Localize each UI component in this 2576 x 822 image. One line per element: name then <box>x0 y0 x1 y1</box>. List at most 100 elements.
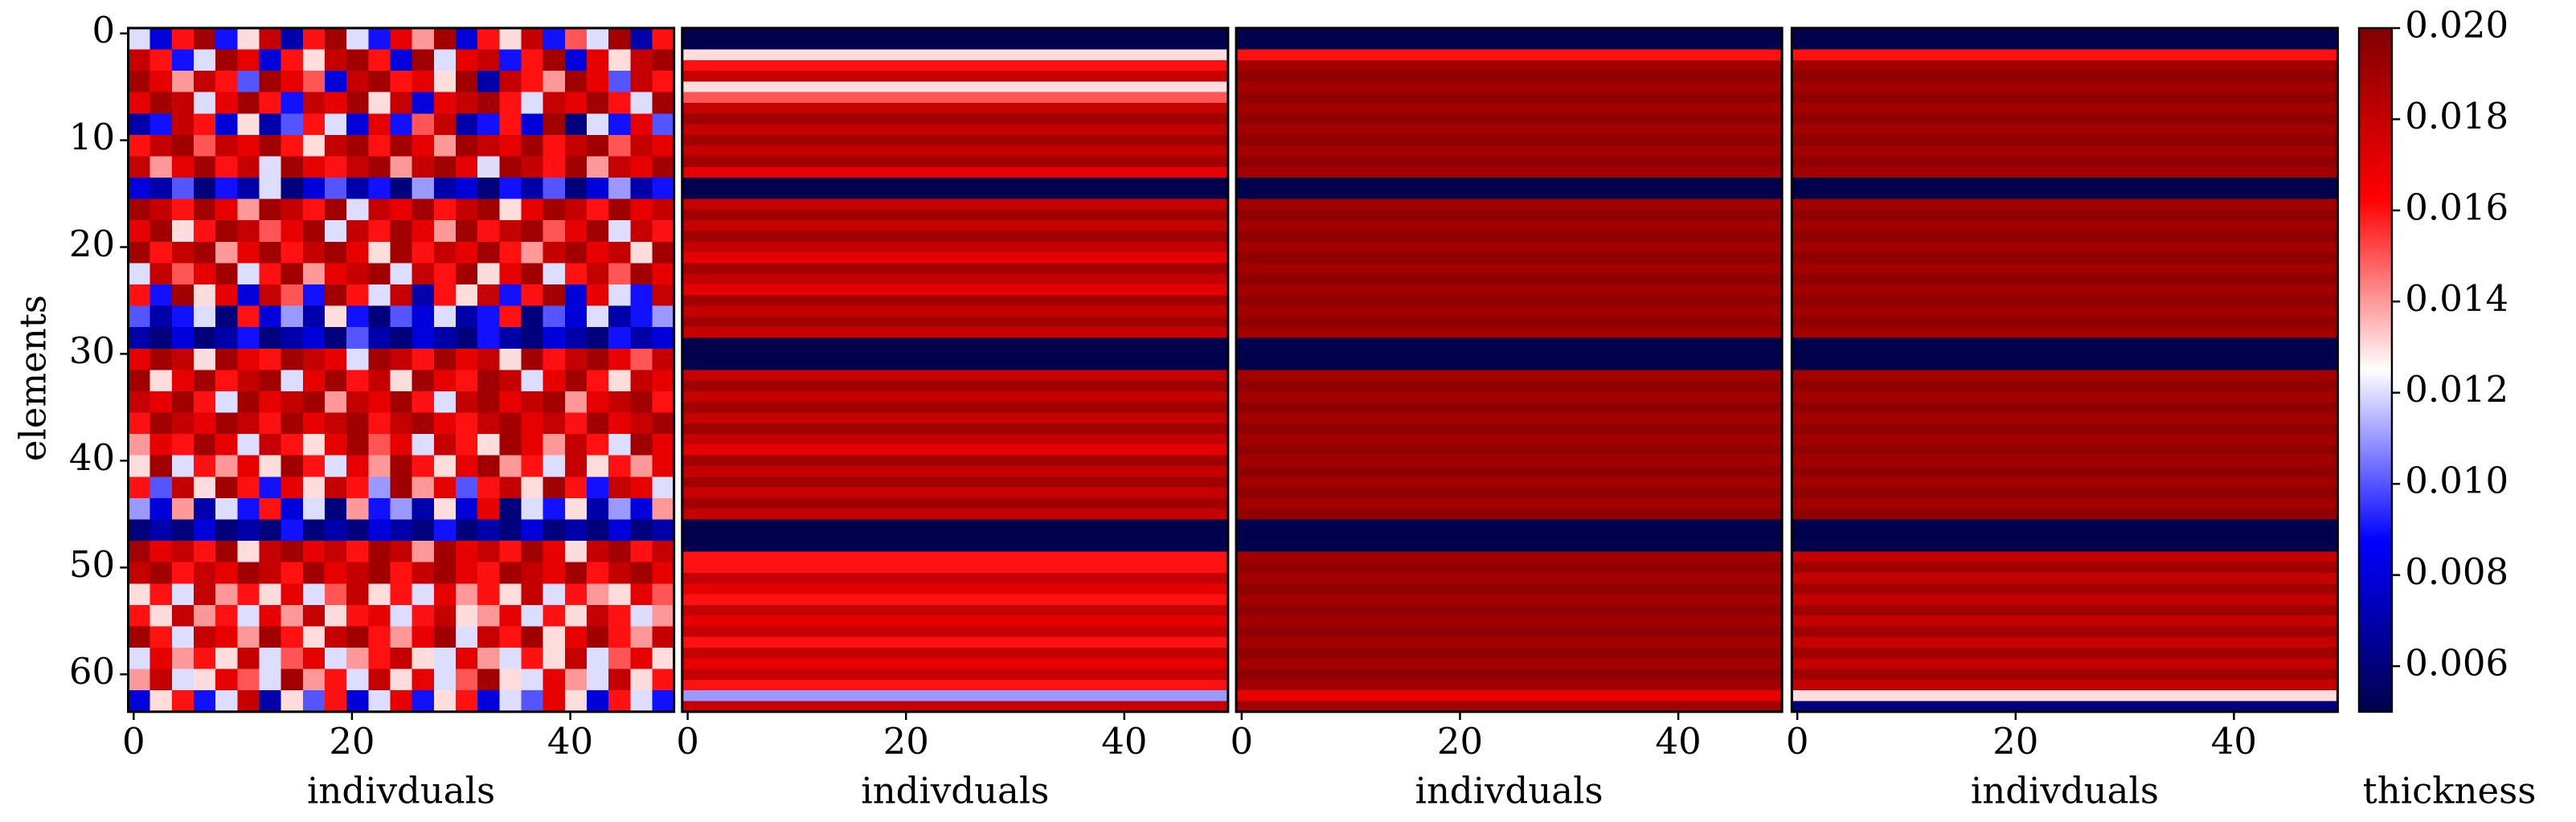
heatmap-cell <box>477 27 501 51</box>
heatmap-cell <box>368 690 391 713</box>
heatmap-cell <box>368 604 391 628</box>
heatmap-cell <box>237 27 260 51</box>
heatmap-cell <box>1236 231 1783 243</box>
heatmap-cell <box>608 604 632 628</box>
heatmap-cell <box>281 497 304 521</box>
heatmap-cell <box>324 198 347 222</box>
heatmap-cell <box>1792 178 2339 190</box>
heatmap-cell <box>682 380 1229 392</box>
heatmap-cell <box>586 626 609 648</box>
heatmap-cell <box>1792 27 2339 40</box>
heatmap-cell <box>564 455 588 478</box>
heatmap-cell <box>259 198 282 222</box>
heatmap-cell <box>259 497 282 521</box>
heatmap-cell <box>477 327 501 350</box>
heatmap-cell <box>412 476 435 499</box>
heatmap-cell <box>499 92 522 115</box>
heatmap-cell <box>499 583 522 606</box>
heatmap-cell <box>412 305 435 329</box>
heatmap-cell <box>302 391 326 414</box>
heatmap-cell <box>346 156 370 178</box>
heatmap-cell <box>302 455 326 478</box>
heatmap-cell <box>499 178 522 200</box>
heatmap-cell <box>477 348 501 371</box>
heatmap-cell <box>564 476 588 499</box>
heatmap-cell <box>194 434 216 456</box>
heatmap-cell <box>171 327 195 350</box>
heatmap-cell <box>237 412 260 435</box>
heatmap-cell <box>1236 594 1783 606</box>
heatmap-cell <box>368 263 391 285</box>
heatmap-cell <box>455 27 478 51</box>
heatmap-cell <box>652 519 675 542</box>
heatmap-cell <box>586 263 609 285</box>
heatmap-cell <box>171 669 195 692</box>
heatmap-cell <box>521 113 544 136</box>
heatmap-cell <box>455 71 478 93</box>
heatmap-cell <box>630 412 653 435</box>
heatmap-cell <box>171 220 195 243</box>
heatmap-cell <box>1236 124 1783 136</box>
heatmap-cell <box>499 669 522 692</box>
heatmap-cell <box>433 27 457 51</box>
heatmap-cell <box>433 134 457 157</box>
heatmap-cell <box>586 412 609 435</box>
heatmap-cell <box>1792 541 2339 553</box>
heatmap-cell <box>433 497 457 521</box>
heatmap-cell <box>1236 423 1783 435</box>
heatmap-cell <box>477 476 501 499</box>
heatmap-cell <box>237 305 260 329</box>
heatmap-cell <box>477 690 501 713</box>
heatmap-cell <box>128 626 151 648</box>
heatmap-cell <box>630 391 653 414</box>
heatmap-cell <box>281 562 304 585</box>
colorbar-tick-label: 0.016 <box>2405 186 2508 228</box>
heatmap-cell <box>682 626 1229 638</box>
heatmap-cell <box>390 455 413 478</box>
heatmap-cell <box>128 71 151 93</box>
heatmap-cell <box>652 604 675 628</box>
heatmap-cell <box>477 49 501 72</box>
heatmap-cell <box>390 541 413 563</box>
heatmap-cell <box>194 476 216 499</box>
y-tick-label: 60 <box>69 650 115 693</box>
heatmap-cell <box>1236 92 1783 104</box>
heatmap-cell <box>302 434 326 456</box>
heatmap-cell <box>608 92 632 115</box>
heatmap-cell <box>652 626 675 648</box>
heatmap-cell <box>1236 615 1783 628</box>
heatmap-cell <box>128 241 151 264</box>
heatmap-cell <box>194 648 216 670</box>
heatmap-cell <box>499 113 522 136</box>
heatmap-cell <box>1236 583 1783 595</box>
heatmap-cell <box>455 113 478 136</box>
heatmap-cell <box>586 198 609 222</box>
heatmap-cell <box>368 198 391 222</box>
heatmap-cell <box>499 391 522 414</box>
heatmap-cell <box>455 412 478 435</box>
heatmap-cell <box>682 402 1229 414</box>
heatmap-cell <box>346 348 370 371</box>
heatmap-cell <box>1236 348 1783 360</box>
heatmap-cell <box>171 27 195 51</box>
heatmap-cell <box>324 178 347 200</box>
heatmap-cell <box>171 604 195 628</box>
heatmap-cell <box>521 669 544 692</box>
heatmap-cell <box>368 391 391 414</box>
heatmap-cell <box>215 541 239 563</box>
heatmap-cell <box>281 198 304 222</box>
heatmap-cell <box>652 690 675 713</box>
heatmap-cell <box>630 476 653 499</box>
heatmap-cell <box>390 519 413 542</box>
heatmap-cell <box>171 49 195 72</box>
heatmap-cell <box>630 134 653 157</box>
heatmap-cell <box>194 604 216 628</box>
heatmap-cell <box>281 604 304 628</box>
heatmap-cell <box>1236 551 1783 563</box>
heatmap-cell <box>682 530 1229 542</box>
heatmap-cell <box>499 348 522 371</box>
x-axis-label: indivduals <box>861 770 1049 812</box>
heatmap-cell <box>1236 156 1783 168</box>
heatmap-cell <box>682 59 1229 72</box>
